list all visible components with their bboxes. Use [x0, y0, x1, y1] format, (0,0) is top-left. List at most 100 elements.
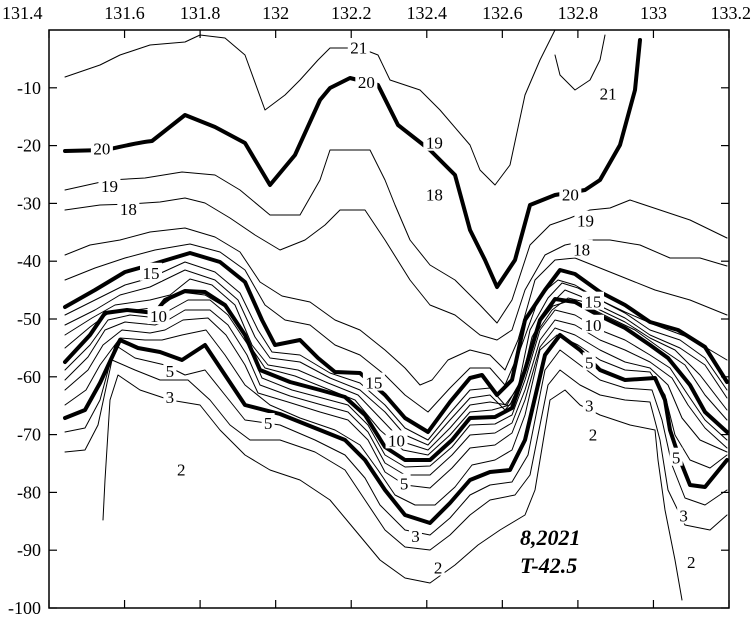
- x-tick-label: 133: [640, 3, 667, 23]
- contour-label: 19: [577, 212, 594, 231]
- contour-label: 10: [388, 431, 405, 450]
- contour-label-bg: [174, 459, 188, 478]
- contour-label: 2: [177, 460, 186, 479]
- isoline-14: [64, 261, 728, 441]
- contour-label-bg: [684, 551, 698, 570]
- contour-label: 15: [143, 264, 160, 283]
- contour-label-bg: [574, 210, 597, 229]
- contour-label: 3: [166, 388, 175, 407]
- y-tick-label: -10: [17, 78, 41, 98]
- contour-label-bg: [140, 262, 162, 281]
- isoline-20: [63, 38, 642, 289]
- contour-label-bg: [677, 505, 691, 524]
- y-tick-label: -80: [17, 482, 41, 502]
- isoline-9: [64, 299, 728, 468]
- contour-label: 21: [600, 85, 617, 104]
- y-tick-label: -90: [17, 540, 41, 560]
- contour-label-bg: [423, 132, 446, 151]
- x-tick-label: 133.2: [711, 3, 752, 23]
- contour-label: 5: [400, 475, 409, 494]
- x-tick-label: 131.4: [2, 3, 43, 23]
- contour-label: 10: [150, 307, 167, 326]
- y-tick-label: -30: [17, 193, 41, 213]
- contour-label: 19: [101, 177, 118, 196]
- contour-label: 18: [120, 200, 137, 219]
- isoline-12: [64, 278, 728, 451]
- x-tick-label: 131.8: [180, 3, 221, 23]
- x-tick-label: 132.8: [558, 3, 599, 23]
- contour-label-bg: [597, 83, 620, 102]
- contour-label-bg: [397, 473, 411, 492]
- contour-label-bg: [669, 447, 683, 466]
- contour-label-bg: [163, 361, 177, 380]
- y-tick-label: -70: [17, 425, 41, 445]
- contour-label-bg: [261, 413, 275, 432]
- isoline-6: [64, 329, 728, 506]
- x-tick-label: 132.4: [407, 3, 448, 23]
- contour-label: 2: [434, 559, 443, 578]
- isoline-3: [64, 359, 728, 551]
- isoline-11: [64, 291, 728, 456]
- contour-label-bg: [582, 314, 604, 333]
- contour-label-bg: [582, 395, 596, 414]
- isoline-13: [64, 269, 728, 446]
- contour-label: 18: [573, 241, 590, 260]
- contour-label-bg: [163, 387, 177, 406]
- contour-label: 5: [166, 362, 175, 381]
- contour-label: 5: [264, 414, 273, 433]
- annotation-date: 8,2021: [520, 525, 581, 550]
- contour-label: 10: [585, 316, 602, 335]
- contour-label-bg: [559, 184, 582, 203]
- contour-lines: [63, 29, 729, 601]
- y-axis-ticks: -10 -20 -30 -40 -50 -60 -70 -80 -90 -100: [8, 78, 729, 618]
- contour-label: 15: [585, 293, 602, 312]
- contour-label: 20: [93, 139, 110, 158]
- contour-label: 2: [687, 553, 696, 572]
- y-tick-label: -100: [8, 598, 41, 618]
- y-tick-label: -50: [17, 309, 41, 329]
- contour-label: 20: [562, 186, 579, 205]
- contour-label-bg: [408, 525, 422, 544]
- contour-label: 5: [585, 353, 594, 372]
- contour-label: 18: [426, 186, 443, 205]
- contour-label-bg: [423, 184, 446, 203]
- contour-label-bg: [582, 352, 596, 371]
- contour-label-bg: [98, 176, 121, 195]
- contour-label: 15: [365, 374, 382, 393]
- x-axis-ticks: 131.4 131.6 131.8 132 132.2 132.4 132.6 132.8 13…: [2, 3, 751, 608]
- contour-label-bg: [582, 291, 604, 310]
- x-tick-label: 132: [262, 3, 289, 23]
- contour-label-bg: [431, 557, 445, 576]
- isoline-5: [63, 333, 729, 525]
- contour-label: 2: [589, 426, 598, 445]
- contour-label: 3: [585, 397, 594, 416]
- annotation-station: T-42.5: [520, 553, 577, 578]
- isoline-17: [64, 227, 728, 386]
- contour-label-bg: [355, 72, 378, 91]
- isoline-18: [64, 197, 728, 341]
- contour-label-bg: [570, 239, 593, 258]
- x-tick-label: 132.2: [331, 3, 372, 23]
- y-tick-label: -20: [17, 136, 41, 156]
- contour-label: 19: [426, 134, 443, 153]
- isoline-10: [63, 289, 729, 462]
- isoline-21: [64, 29, 556, 186]
- contour-label: 20: [358, 73, 375, 92]
- contour-label-bg: [147, 306, 170, 325]
- y-tick-label: -40: [17, 251, 41, 271]
- contour-label: 5: [672, 449, 681, 468]
- isoline-19: [64, 149, 728, 324]
- contour-label-bg: [385, 430, 408, 449]
- contour-label: 21: [350, 38, 367, 57]
- isoline-21b: [554, 34, 606, 91]
- x-tick-label: 132.6: [482, 3, 523, 23]
- contour-label-bg: [90, 138, 113, 157]
- contour-label-bg: [347, 37, 370, 56]
- contour-label-bg: [362, 372, 385, 391]
- x-tick-label: 131.6: [104, 3, 145, 23]
- contour-label: 3: [411, 527, 420, 546]
- y-tick-label: -60: [17, 367, 41, 387]
- contour-label-bg: [586, 424, 600, 443]
- contour-label: 3: [679, 507, 688, 526]
